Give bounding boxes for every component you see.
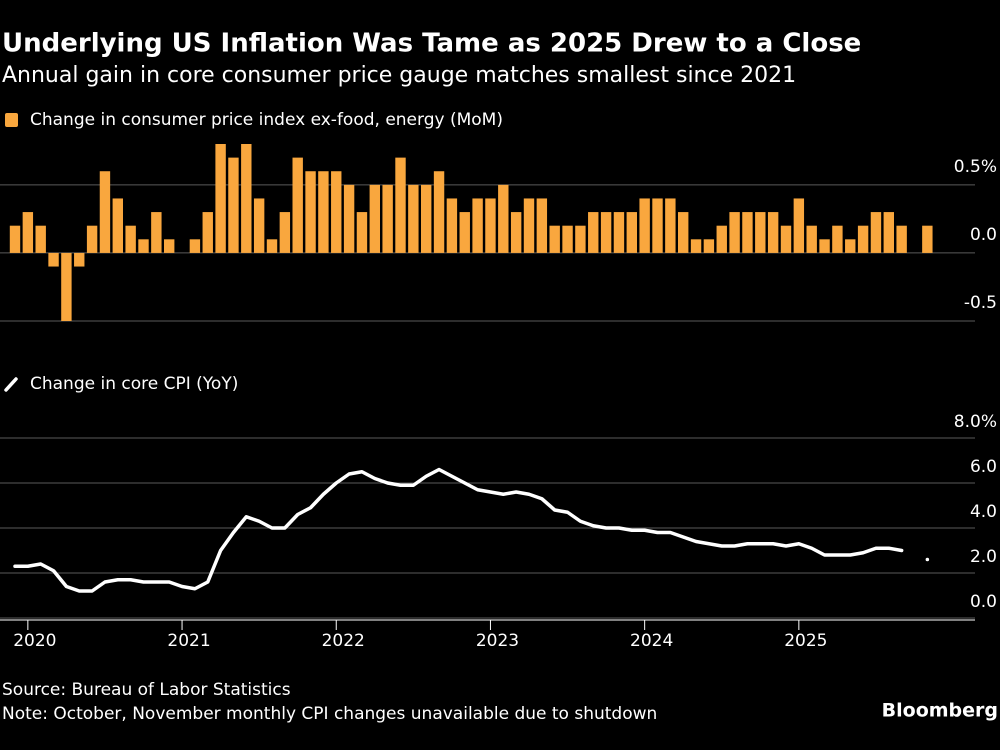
chart-title: Underlying US Inflation Was Tame as 2025… (2, 29, 861, 59)
bar (626, 212, 637, 253)
y-tick-label: -0.5 (964, 293, 997, 313)
bar (318, 171, 329, 253)
bar (652, 198, 663, 253)
y-tick-label: 6.0 (970, 457, 997, 477)
bar (241, 144, 252, 253)
legend-label: Change in core CPI (YoY) (30, 374, 238, 394)
bar (382, 184, 393, 253)
bar (780, 225, 792, 253)
bar (125, 225, 136, 253)
bar (189, 239, 201, 253)
source: Source: Bureau of Labor Statistics (2, 680, 291, 700)
line (13, 467, 930, 593)
y-tick-label: 0.0 (970, 225, 997, 245)
bar (305, 171, 316, 253)
bar (755, 212, 766, 253)
bar (266, 239, 278, 253)
y-tick-label: 8.0% (954, 412, 997, 432)
bar (202, 212, 213, 253)
bar (228, 157, 239, 253)
bar (523, 198, 535, 253)
bar (613, 212, 625, 253)
bar (292, 157, 303, 253)
bar (408, 184, 419, 253)
bar (690, 239, 702, 253)
x-tick-label: 2022 (322, 631, 365, 651)
logo: Bloomberg (882, 700, 998, 722)
bar (562, 225, 573, 253)
bar (767, 212, 779, 253)
bar (857, 225, 869, 253)
bar (742, 212, 753, 253)
bar (331, 171, 342, 253)
y-tick-label: 0.0 (970, 592, 997, 612)
bar (369, 184, 380, 253)
y-tick-label: 4.0 (970, 502, 997, 522)
bar (510, 212, 522, 253)
bar (896, 225, 907, 253)
bar (253, 198, 265, 253)
legend-swatch (5, 113, 18, 127)
bar (819, 239, 830, 253)
bar (806, 225, 817, 253)
bar (279, 212, 291, 253)
bar (99, 171, 111, 253)
bar (639, 198, 650, 253)
bar (729, 212, 740, 253)
bar (151, 212, 162, 253)
bar (356, 212, 368, 253)
bar (86, 225, 98, 253)
x-tick-label: 2023 (476, 631, 519, 651)
bar (600, 212, 612, 253)
bar (472, 198, 483, 253)
bar (48, 252, 59, 267)
note: Note: October, November monthly CPI chan… (2, 704, 657, 724)
bar (459, 212, 470, 253)
bar (498, 184, 509, 253)
bar (883, 212, 894, 253)
y-tick-label: 2.0 (970, 547, 997, 567)
bar (793, 198, 805, 253)
bar (536, 198, 548, 253)
bar (343, 184, 355, 253)
bar (870, 212, 882, 253)
chart-subtitle: Annual gain in core consumer price gauge… (2, 63, 796, 88)
bar (433, 171, 445, 253)
bar (832, 225, 843, 253)
bar (575, 225, 586, 253)
bar (395, 157, 406, 253)
bar (112, 198, 123, 253)
bar (485, 198, 496, 253)
bar (61, 252, 72, 321)
bar (446, 198, 458, 253)
bar (703, 239, 715, 253)
bar (138, 239, 149, 253)
bar (922, 225, 933, 253)
bar (588, 212, 599, 253)
x-tick-label: 2020 (13, 631, 56, 651)
bar (35, 225, 46, 253)
bar (421, 184, 432, 253)
bar (665, 198, 676, 253)
x-tick-label: 2025 (784, 631, 827, 651)
y-tick-label: 0.5% (954, 157, 997, 177)
bar (215, 144, 226, 253)
bar (164, 239, 175, 253)
bar (549, 225, 560, 253)
bar (22, 212, 34, 253)
bar (9, 225, 21, 253)
bar (678, 212, 689, 253)
legend-label: Change in consumer price index ex-food, … (30, 110, 503, 130)
bar (845, 239, 856, 253)
x-tick-label: 2021 (167, 631, 210, 651)
bar (74, 252, 85, 267)
x-tick-label: 2024 (630, 631, 673, 651)
legend-swatch (4, 377, 18, 392)
bar (716, 225, 727, 253)
